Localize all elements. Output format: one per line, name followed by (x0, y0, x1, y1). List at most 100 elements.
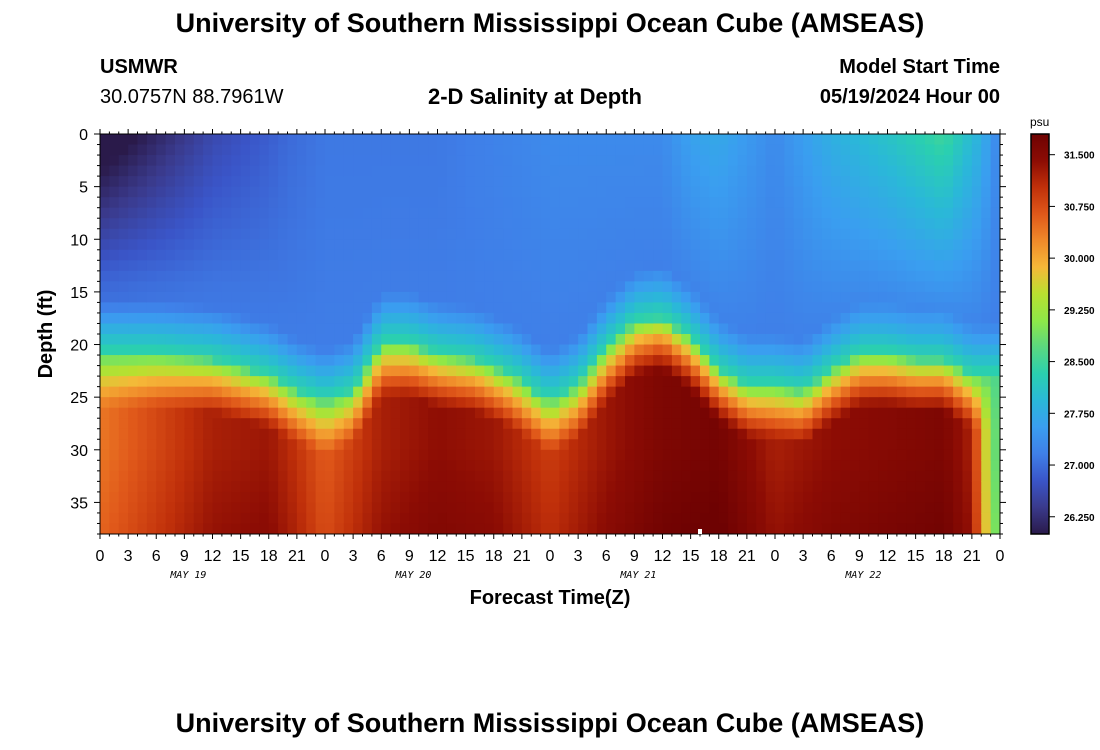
heatmap-cell (943, 249, 954, 261)
heatmap-cell (596, 270, 607, 282)
heatmap-cell (906, 260, 917, 272)
heatmap-cell (343, 144, 354, 156)
heatmap-cell (334, 302, 345, 314)
heatmap-cell (709, 239, 720, 251)
heatmap-cell (700, 418, 710, 430)
heatmap-cell (803, 376, 814, 388)
heatmap-cell (878, 260, 889, 272)
heatmap-cell (775, 155, 785, 167)
heatmap-cell (634, 291, 645, 304)
heatmap-cell (615, 481, 626, 493)
heatmap-cell (156, 249, 167, 261)
heatmap-cell (165, 460, 176, 472)
heatmap-cell (390, 176, 401, 188)
heatmap-cell (456, 165, 467, 177)
heatmap-cell (868, 197, 879, 209)
heatmap-cell (156, 207, 167, 219)
heatmap-cell (653, 291, 664, 304)
heatmap-cell (268, 228, 279, 240)
heatmap-cell (296, 523, 307, 534)
heatmap-cell (184, 312, 195, 325)
heatmap-cell (662, 470, 673, 482)
heatmap-cell (934, 365, 945, 377)
heatmap-cell (718, 176, 729, 188)
heatmap-cell (662, 239, 673, 251)
heatmap-cell (212, 155, 223, 167)
heatmap-cell (868, 291, 879, 304)
heatmap-cell (456, 144, 467, 156)
heatmap-cell (568, 270, 579, 282)
heatmap-cell (793, 407, 804, 419)
y-tick-label: 10 (70, 232, 88, 249)
heatmap-cell (906, 376, 917, 388)
heatmap-cell (887, 386, 898, 398)
heatmap-cell (109, 218, 120, 230)
heatmap-cell (165, 176, 176, 188)
heatmap-cell (315, 228, 326, 240)
heatmap-cell (578, 197, 589, 209)
heatmap-cell (587, 397, 598, 409)
heatmap-cell (418, 439, 429, 451)
heatmap-cell (531, 449, 542, 461)
heatmap-cell (362, 302, 373, 314)
heatmap-cell (428, 207, 439, 219)
heatmap-cell (662, 302, 673, 314)
heatmap-cell (353, 155, 364, 167)
heatmap-cell (803, 281, 814, 293)
heatmap-cell (700, 512, 710, 525)
heatmap-cell (221, 228, 232, 240)
heatmap-cell (259, 249, 270, 261)
heatmap-cell (709, 165, 720, 177)
heatmap-cell (887, 323, 898, 335)
heatmap-cell (353, 502, 364, 514)
heatmap-cell (231, 176, 242, 188)
heatmap-cell (700, 449, 710, 461)
heatmap-cell (671, 281, 682, 293)
heatmap-cell (653, 312, 664, 325)
heatmap-cell (221, 502, 232, 514)
heatmap-cell (943, 197, 954, 209)
heatmap-cell (165, 344, 176, 356)
heatmap-cell (746, 270, 757, 282)
heatmap-cell (625, 260, 635, 272)
heatmap-cell (446, 386, 457, 398)
heatmap-cell (850, 197, 860, 209)
heatmap-cell (906, 386, 917, 398)
heatmap-cell (278, 491, 289, 504)
heatmap-cell (578, 407, 589, 419)
heatmap-cell (559, 491, 570, 504)
heatmap-cell (709, 270, 720, 282)
heatmap-cell (906, 491, 917, 504)
heatmap-cell (362, 239, 373, 251)
heatmap-cell (559, 418, 570, 430)
heatmap-cell (512, 291, 523, 304)
heatmap-cell (493, 312, 504, 325)
heatmap-cell (803, 355, 814, 367)
heatmap-cell (156, 186, 167, 198)
heatmap-cell (840, 376, 851, 388)
heatmap-cell (934, 407, 945, 419)
heatmap-cell (493, 176, 504, 188)
heatmap-cell (859, 344, 870, 356)
heatmap-cell (831, 312, 842, 325)
heatmap-cell (521, 491, 532, 504)
heatmap-cell (943, 386, 954, 398)
heatmap-cell (334, 523, 345, 534)
heatmap-cell (634, 228, 645, 240)
heatmap-cell (203, 491, 214, 504)
heatmap-cell (578, 439, 589, 451)
heatmap-cell (596, 418, 607, 430)
heatmap-cell (493, 155, 504, 167)
heatmap-cell (859, 460, 870, 472)
heatmap-cell (981, 165, 992, 177)
heatmap-cell (578, 281, 589, 293)
heatmap-cell (737, 449, 748, 461)
heatmap-cell (981, 323, 992, 335)
heatmap-cell (325, 344, 335, 356)
heatmap-cell (578, 523, 589, 534)
heatmap-cell (184, 218, 195, 230)
heatmap-cell (343, 512, 354, 525)
heatmap-cell (203, 207, 214, 219)
heatmap-cell (906, 218, 917, 230)
heatmap-cell (850, 365, 860, 377)
